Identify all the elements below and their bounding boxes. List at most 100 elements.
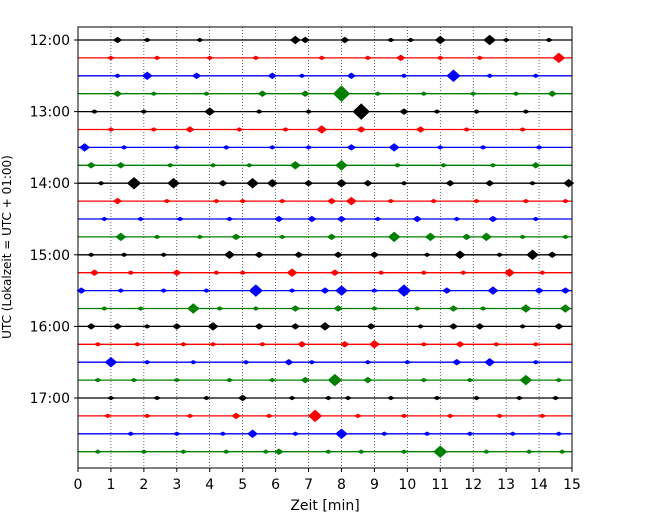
trace-event bbox=[406, 37, 415, 43]
trace-event bbox=[432, 109, 442, 114]
trace-event bbox=[339, 36, 350, 44]
trace-event bbox=[335, 428, 348, 440]
trace-event bbox=[231, 233, 241, 241]
trace-1645 bbox=[78, 373, 572, 387]
trace-event bbox=[255, 109, 264, 114]
trace-event bbox=[330, 269, 340, 277]
trace-event bbox=[503, 268, 516, 278]
trace-event bbox=[474, 323, 485, 330]
trace-event bbox=[222, 145, 231, 150]
trace-event bbox=[319, 322, 331, 331]
trace-event bbox=[451, 358, 462, 366]
trace-event bbox=[419, 342, 428, 347]
trace-event bbox=[416, 324, 425, 329]
trace-event bbox=[436, 145, 445, 150]
trace-event bbox=[136, 306, 145, 311]
trace-event bbox=[373, 216, 382, 222]
x-tick-label: 12 bbox=[464, 477, 482, 493]
trace-event bbox=[433, 445, 448, 459]
trace-event bbox=[185, 126, 195, 133]
trace-event bbox=[333, 305, 344, 312]
trace-event bbox=[445, 179, 455, 187]
x-tick-label: 14 bbox=[530, 477, 548, 493]
trace-event bbox=[223, 250, 236, 260]
x-tick-label: 15 bbox=[563, 477, 581, 493]
trace-event bbox=[212, 198, 221, 204]
trace-event bbox=[218, 179, 228, 187]
trace-event bbox=[208, 342, 218, 347]
trace-event bbox=[448, 305, 459, 312]
trace-event bbox=[266, 178, 278, 188]
trace-event bbox=[90, 109, 99, 114]
trace-event bbox=[483, 34, 497, 46]
trace-event bbox=[554, 431, 563, 437]
trace-1530 bbox=[76, 284, 572, 297]
trace-event bbox=[357, 449, 366, 454]
trace-event bbox=[119, 252, 129, 258]
trace-event bbox=[561, 234, 570, 240]
x-tick-label: 10 bbox=[398, 477, 416, 493]
trace-event bbox=[534, 287, 544, 294]
trace-event bbox=[459, 270, 468, 275]
trace-event bbox=[326, 197, 337, 205]
trace-event bbox=[126, 176, 142, 190]
x-tick-label: 1 bbox=[106, 477, 115, 493]
trace-event bbox=[396, 284, 412, 297]
y-axis-label: UTC (Lokalzeit = UTC + 01:00) bbox=[0, 155, 14, 339]
trace-event bbox=[368, 339, 381, 349]
trace-1345 bbox=[78, 159, 572, 171]
trace-event bbox=[551, 395, 560, 401]
trace-event bbox=[484, 357, 496, 367]
trace-event bbox=[387, 231, 401, 243]
trace-event bbox=[521, 198, 531, 204]
trace-event bbox=[558, 449, 567, 454]
trace-event bbox=[492, 342, 501, 347]
trace-event bbox=[238, 198, 247, 204]
trace-event bbox=[335, 178, 348, 188]
trace-event bbox=[563, 178, 575, 188]
trace-event bbox=[238, 270, 247, 275]
x-tick-label: 4 bbox=[205, 477, 214, 493]
trace-event bbox=[289, 160, 301, 170]
trace-event bbox=[525, 449, 534, 454]
trace-event bbox=[515, 395, 524, 401]
trace-event bbox=[126, 270, 135, 275]
trace-event bbox=[237, 394, 248, 402]
trace-event bbox=[346, 144, 357, 151]
trace-1415 bbox=[78, 196, 572, 206]
trace-event bbox=[96, 180, 106, 186]
trace-event bbox=[278, 234, 287, 240]
trace-1545 bbox=[78, 303, 572, 314]
trace-event bbox=[119, 145, 129, 150]
trace-event bbox=[454, 250, 466, 260]
trace-event bbox=[246, 177, 259, 189]
x-tick-label: 0 bbox=[74, 477, 83, 493]
trace-event bbox=[485, 73, 494, 79]
trace-event bbox=[89, 269, 100, 277]
trace-event bbox=[167, 177, 180, 189]
trace-event bbox=[139, 109, 148, 114]
trace-event bbox=[561, 198, 570, 204]
trace-event bbox=[370, 288, 379, 293]
trace-event bbox=[353, 413, 363, 419]
trace-event bbox=[179, 342, 188, 347]
trace-event bbox=[103, 413, 112, 419]
trace-event bbox=[327, 373, 343, 387]
trace-event bbox=[439, 163, 448, 168]
trace-event bbox=[356, 126, 367, 133]
trace-event bbox=[393, 163, 402, 168]
trace-event bbox=[553, 323, 564, 330]
trace-event bbox=[399, 180, 409, 186]
trace-event bbox=[261, 449, 270, 454]
trace-event bbox=[559, 304, 572, 313]
trace-event bbox=[278, 198, 287, 204]
trace-event bbox=[399, 108, 409, 115]
trace-event bbox=[502, 37, 511, 43]
trace-event bbox=[363, 55, 372, 61]
trace-event bbox=[399, 449, 409, 454]
trace-event bbox=[141, 71, 153, 81]
trace-event bbox=[113, 73, 122, 79]
trace-event bbox=[475, 55, 484, 61]
trace-event bbox=[448, 323, 459, 330]
trace-event bbox=[519, 374, 533, 386]
